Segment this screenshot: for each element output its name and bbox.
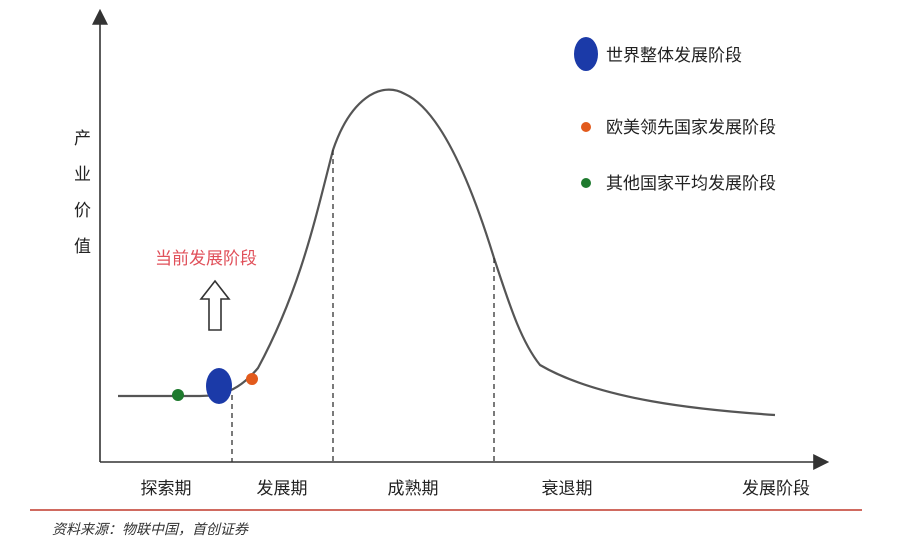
x-axis-label: 发展阶段 [742, 479, 810, 499]
legend-label-other: 其他国家平均发展阶段 [606, 174, 776, 194]
legend-marker-world [574, 37, 598, 71]
legend-marker-leading [581, 122, 591, 132]
legend: 世界整体发展阶段 欧美领先国家发展阶段 其他国家平均发展阶段 [574, 37, 776, 194]
marker-other-countries [172, 389, 184, 401]
stage-label-decline: 衰退期 [542, 479, 593, 499]
stage-label-development: 发展期 [257, 479, 308, 499]
legend-label-world: 世界整体发展阶段 [606, 46, 742, 66]
source-note: 资料来源：物联中国，首创证券 [52, 522, 248, 538]
stage-label-exploration: 探索期 [141, 479, 192, 499]
marker-leading-countries [246, 373, 258, 385]
marker-world-overall [206, 368, 232, 404]
lifecycle-curve [118, 88, 776, 417]
y-axis-label: 产 业 价 值 [74, 129, 96, 257]
legend-label-leading: 欧美领先国家发展阶段 [606, 118, 776, 138]
up-arrow-icon [199, 279, 231, 331]
stage-label-maturity: 成熟期 [388, 478, 439, 499]
legend-marker-other [581, 178, 591, 188]
annotation-current-stage: 当前发展阶段 [155, 249, 257, 269]
